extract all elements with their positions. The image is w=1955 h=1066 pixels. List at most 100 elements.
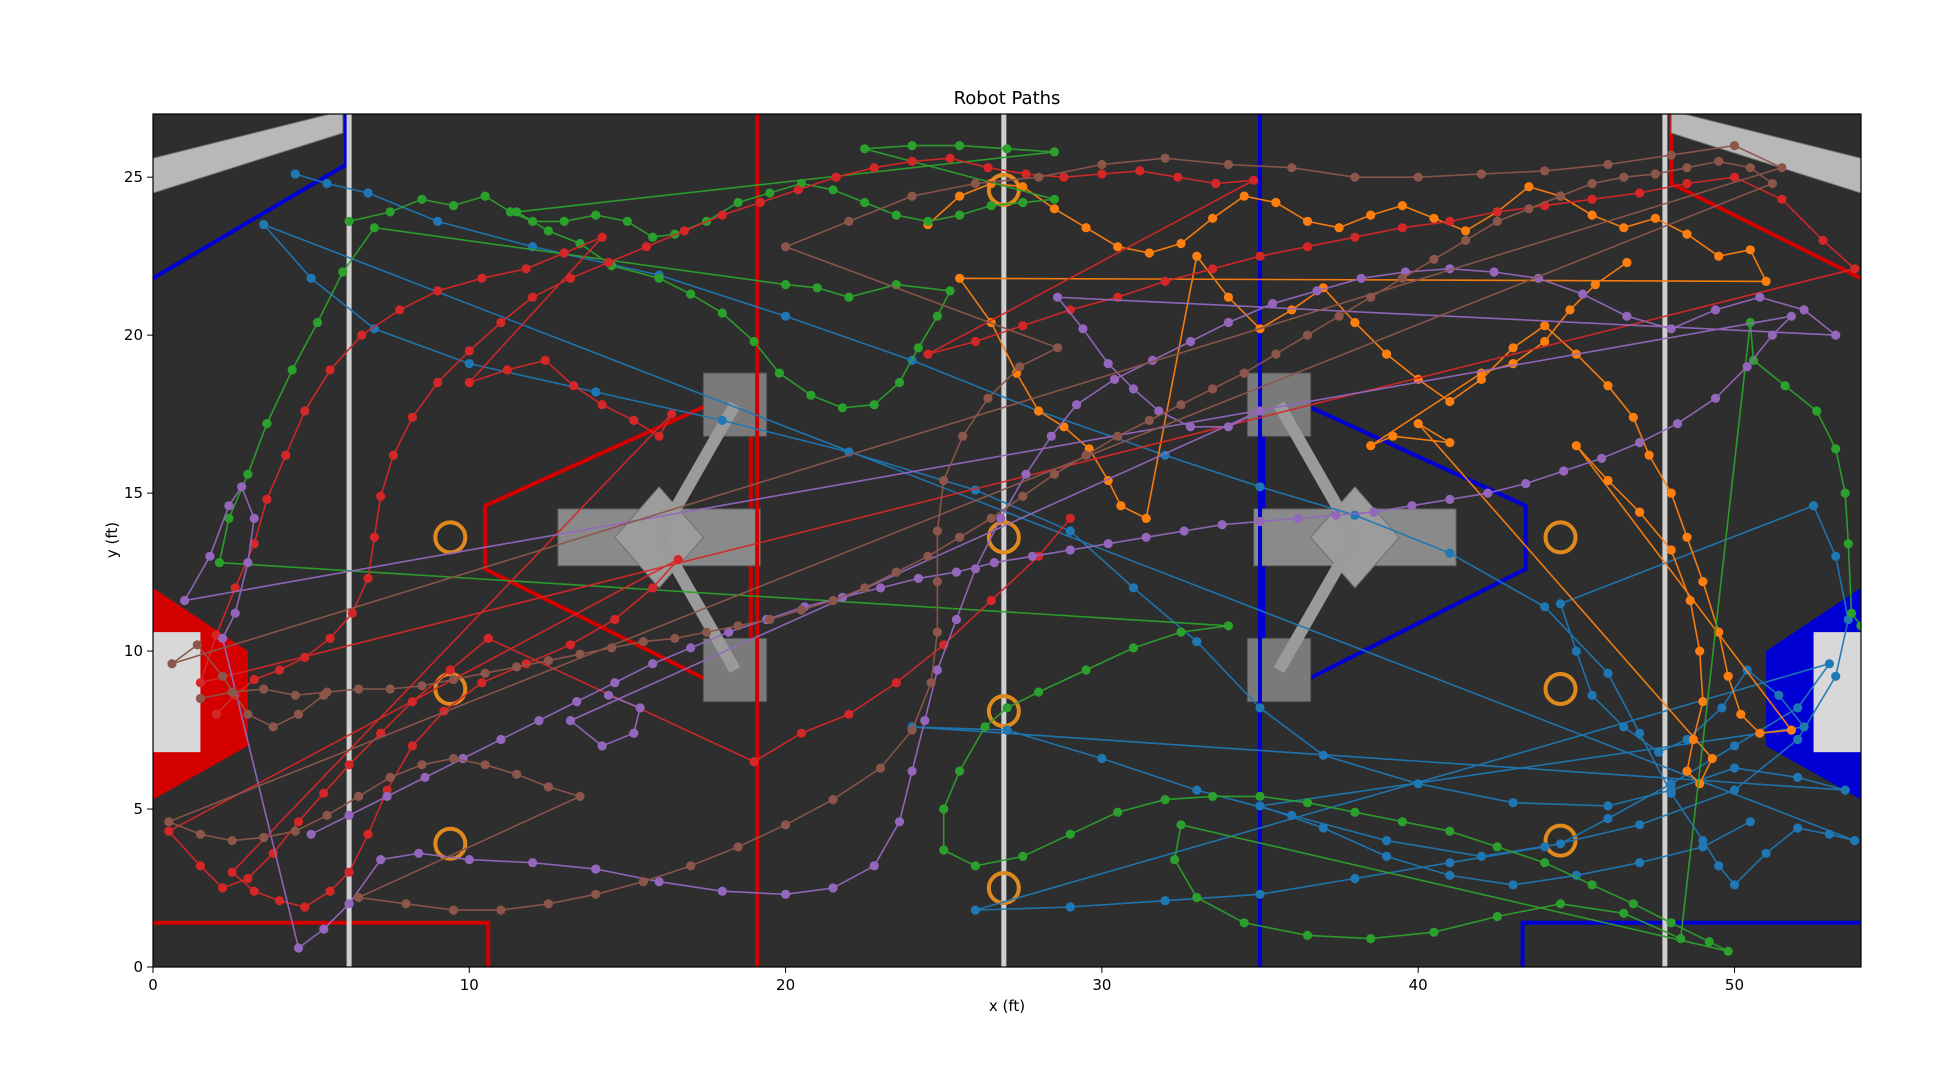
path-point	[293, 943, 304, 953]
path-point	[1831, 444, 1841, 454]
path-point	[505, 207, 515, 217]
path-point	[733, 621, 743, 631]
path-point	[1597, 453, 1607, 463]
path-point	[1287, 810, 1297, 821]
path-point	[1366, 934, 1376, 944]
path-point	[755, 197, 765, 208]
path-point	[1002, 725, 1012, 735]
path-point	[1271, 349, 1281, 359]
path-point	[180, 595, 190, 606]
path-point	[1097, 159, 1107, 170]
path-point	[420, 772, 430, 783]
path-point	[951, 614, 962, 625]
path-point	[249, 886, 259, 896]
path-point	[806, 390, 816, 400]
path-point	[913, 343, 924, 353]
path-point	[354, 684, 364, 694]
path-point	[448, 201, 459, 211]
path-point	[1109, 374, 1120, 384]
path-point	[932, 665, 943, 675]
path-point	[860, 144, 870, 154]
path-point	[1018, 851, 1028, 862]
path-point	[1429, 927, 1439, 937]
path-point	[1710, 393, 1721, 403]
path-point	[218, 671, 228, 681]
path-point	[433, 286, 443, 296]
path-point	[1635, 820, 1645, 830]
path-point	[1065, 829, 1075, 839]
path-point	[1388, 431, 1398, 441]
path-point	[907, 191, 917, 201]
path-point	[1666, 545, 1676, 555]
path-point	[679, 226, 690, 236]
path-point	[1628, 899, 1638, 909]
path-point	[1650, 169, 1660, 179]
path-point	[945, 153, 955, 163]
path-series	[164, 141, 1787, 915]
path-point	[932, 526, 943, 536]
path-point	[894, 817, 905, 827]
path-point	[1698, 836, 1708, 846]
path-point	[1635, 188, 1645, 198]
path-point	[1755, 292, 1765, 302]
path-point	[1666, 150, 1676, 160]
path-point	[939, 845, 949, 855]
path-point	[319, 788, 329, 798]
path-point	[300, 406, 310, 416]
path-point	[1192, 785, 1202, 795]
path-point	[480, 760, 490, 770]
path-point	[1223, 317, 1233, 328]
path-point	[448, 674, 459, 685]
path-point	[1211, 178, 1221, 189]
path-point	[939, 804, 949, 814]
path-point	[1144, 248, 1154, 258]
path-point	[1103, 359, 1113, 369]
path-point	[195, 678, 205, 688]
path-point	[844, 216, 854, 226]
path-point	[262, 419, 272, 429]
path-point	[565, 716, 576, 726]
path-point	[1445, 548, 1455, 558]
path-point	[1555, 839, 1566, 849]
path-point	[543, 226, 554, 236]
path-point	[793, 185, 803, 195]
path-point	[907, 141, 917, 151]
path-point	[1682, 178, 1692, 189]
path-point	[205, 551, 215, 561]
path-point	[1027, 551, 1037, 561]
path-point	[369, 223, 379, 233]
path-point	[717, 210, 727, 220]
path-series	[164, 153, 1860, 912]
path-point	[448, 905, 459, 915]
path-point	[1116, 501, 1126, 511]
path-point	[860, 583, 870, 593]
path-point	[1508, 798, 1518, 808]
path-point	[1249, 175, 1259, 185]
path-point	[1774, 690, 1784, 700]
path-point	[195, 861, 205, 871]
path-point	[1723, 946, 1733, 956]
path-point	[274, 665, 285, 675]
path-point	[290, 690, 300, 700]
path-point	[237, 482, 247, 492]
path-point	[603, 690, 614, 700]
path-point	[407, 412, 417, 422]
red-corner-line	[1669, 114, 1861, 281]
path-point	[1002, 703, 1012, 713]
path-point	[1034, 406, 1044, 416]
path-point	[572, 697, 582, 707]
path-point	[433, 216, 443, 226]
path-point	[970, 178, 981, 189]
y-tick-label: 10	[124, 642, 143, 660]
path-point	[1786, 725, 1796, 735]
path-point	[869, 861, 879, 871]
path-point	[1097, 169, 1107, 179]
path-point	[1676, 934, 1686, 944]
field-ring	[433, 520, 468, 555]
path-point	[1318, 823, 1328, 833]
path-point	[1223, 159, 1233, 170]
path-point	[249, 539, 259, 549]
path-point	[1255, 406, 1265, 416]
path-point	[1524, 204, 1534, 214]
